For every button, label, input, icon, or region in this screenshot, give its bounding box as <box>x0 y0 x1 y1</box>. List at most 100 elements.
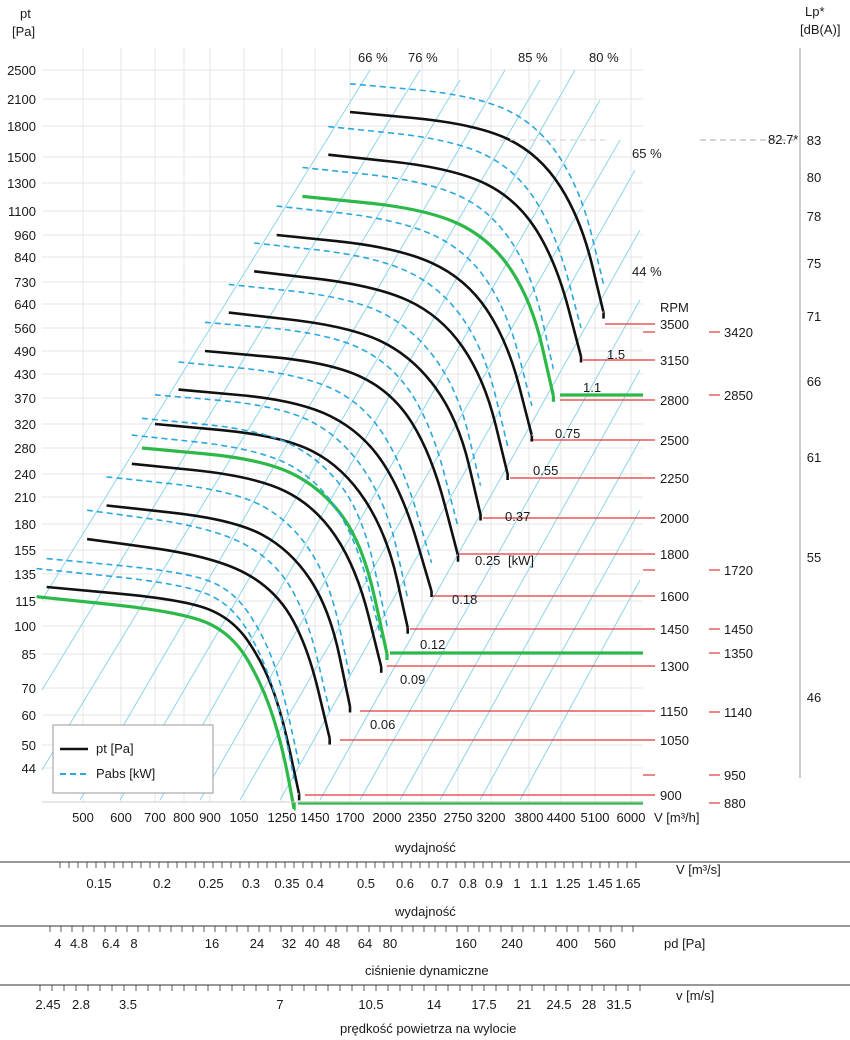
x-axis-flow-m3h-caption: wydajność <box>394 840 456 855</box>
rpm-right-label: 1450 <box>724 622 753 637</box>
x-axis-dynamic-pressure-unit: pd [Pa] <box>664 936 705 951</box>
left-tick-label: 210 <box>14 490 36 505</box>
x-tick-m3s: 0.8 <box>459 876 477 891</box>
efficiency-line <box>399 369 641 801</box>
left-tick-label: 1300 <box>7 176 36 191</box>
pabs-curve-3500 <box>349 83 605 286</box>
left-tick-label: 1500 <box>7 150 36 165</box>
power-unit: [kW] <box>508 553 534 568</box>
efficiency-line <box>41 79 461 771</box>
x-tick-pd: 80 <box>383 936 397 951</box>
x-tick-m3s: 0.4 <box>306 876 324 891</box>
left-tick-label: 85 <box>22 647 36 662</box>
power-label-0-12: 0.12 <box>420 637 445 652</box>
rpm-left-labels: 3500 3150 2800 2500 2250 2000 1800 1600 1450 1300… <box>660 317 689 803</box>
left-tick-label: 180 <box>14 517 36 532</box>
x-tick-pd: 64 <box>358 936 372 951</box>
left-axis-ticks: 2500 2100 1800 1500 1300 1100 960 840 730 640 560 4… <box>7 63 36 776</box>
legend-pt: pt [Pa] <box>96 741 134 756</box>
x-tick-m3s: 1.1 <box>530 876 548 891</box>
right-tick-label: 55 <box>807 550 821 565</box>
x-tick-pd: 32 <box>282 936 296 951</box>
x-tick-m3h: 6000 <box>617 810 646 825</box>
x-tick-velocity: 2.45 <box>35 997 60 1012</box>
efficiency-line <box>479 509 641 801</box>
x-tick-m3s: 1.25 <box>555 876 580 891</box>
power-label-1-5: 1.5 <box>607 347 625 362</box>
x-axis-flow-m3s-unit: V [m³/s] <box>676 862 721 877</box>
pt-curve-1050 <box>86 537 331 740</box>
x-axis-dynamic-pressure-ticks: 4 4.8 6.4 8 16 24 32 40 48 64 80 160 240 400 560 <box>49 926 634 951</box>
pt-curve-3500 <box>349 110 605 314</box>
x-axis-velocity-ticks: 2.45 2.8 3.5 7 10.5 14 17.5 21 24.5 28 31.5 <box>35 985 641 1012</box>
pabs-curve-880 <box>36 567 295 781</box>
left-tick-label: 840 <box>14 250 36 265</box>
right-tick-label: 71 <box>807 309 821 324</box>
x-axis-dynamic-pressure-caption: ciśnienie dynamiczne <box>365 963 489 978</box>
left-tick-label: 320 <box>14 417 36 432</box>
x-tick-m3s: 1.45 <box>587 876 612 891</box>
pabs-curve-3150 <box>328 125 582 329</box>
x-tick-m3s: 0.6 <box>396 876 414 891</box>
rpm-right-labels: 3420 2850 1720 1450 1350 1140 950 880 <box>709 325 753 811</box>
x-tick-pd: 4.8 <box>70 936 88 951</box>
x-tick-pd: 240 <box>501 936 523 951</box>
x-axis-flow-m3s-ticks: 0.15 0.2 0.25 0.3 0.35 0.4 0.5 0.6 0.7 0.8 0.9 1 1.1… <box>59 862 641 891</box>
rpm-left-label: 1450 <box>660 622 689 637</box>
right-tick-label: 66 <box>807 374 821 389</box>
pabs-curve-2800 <box>302 166 555 370</box>
pt-curve-2000 <box>228 311 482 516</box>
x-tick-velocity: 10.5 <box>358 997 383 1012</box>
pt-curve-2500 <box>276 233 534 437</box>
grid <box>42 48 643 802</box>
x-tick-pd: 16 <box>205 936 219 951</box>
x-tick-m3s: 0.25 <box>198 876 223 891</box>
rpm-left-label: 1150 <box>660 704 688 719</box>
pt-curve-1150 <box>106 504 352 708</box>
x-tick-m3h: 3800 <box>515 810 544 825</box>
x-tick-pd: 560 <box>594 936 616 951</box>
rpm-left-label: 1050 <box>660 733 689 748</box>
right-axis-unit: [dB(A)] <box>800 22 840 37</box>
pt-curve-880 <box>36 595 296 811</box>
pt-curve-2250 <box>253 270 509 476</box>
rpm-right-label: 1140 <box>724 705 752 720</box>
rpm-left-label: 2800 <box>660 393 689 408</box>
power-curves <box>36 83 605 781</box>
eff-label-44: 44 % <box>632 264 662 279</box>
efficiency-line <box>41 69 371 601</box>
left-tick-label: 44 <box>22 761 36 776</box>
rpm-left-label: 1600 <box>660 589 689 604</box>
left-tick-label: 240 <box>14 467 36 482</box>
pt-curve-2800 <box>302 194 555 397</box>
x-tick-pd: 160 <box>455 936 477 951</box>
left-tick-label: 1100 <box>8 204 36 219</box>
rpm-reference-lines <box>305 323 655 796</box>
x-axis-flow-m3h-ticks: 500 600 700 800 900 1050 1250 1450 1700 2000 2350 2… <box>72 810 645 825</box>
pabs-curve-1600 <box>178 361 433 564</box>
power-label-0-75: 0.75 <box>555 426 580 441</box>
x-tick-velocity: 31.5 <box>606 997 631 1012</box>
power-label-1-1: 1.1 <box>583 380 601 395</box>
left-tick-label: 960 <box>14 228 36 243</box>
x-tick-m3s: 0.35 <box>274 876 299 891</box>
x-axis-flow-m3s-caption: wydajność <box>394 904 456 919</box>
pabs-curve-1800 <box>204 321 459 528</box>
left-tick-label: 430 <box>14 367 36 382</box>
x-tick-m3h: 5100 <box>581 810 610 825</box>
x-tick-velocity: 14 <box>427 997 441 1012</box>
eff-label-85: 85 % <box>518 50 548 65</box>
pabs-curve-900 <box>46 557 300 766</box>
x-tick-velocity: 28 <box>582 997 596 1012</box>
x-tick-m3s: 0.3 <box>242 876 260 891</box>
left-tick-label: 490 <box>14 344 36 359</box>
power-label-0-09: 0.09 <box>400 672 425 687</box>
rpm-left-label: 2500 <box>660 433 689 448</box>
efficiency-line <box>239 139 621 801</box>
left-tick-label: 135 <box>14 567 36 582</box>
x-tick-pd: 6.4 <box>102 936 120 951</box>
x-tick-m3s: 0.15 <box>86 876 111 891</box>
left-tick-label: 60 <box>22 708 36 723</box>
left-tick-label: 370 <box>14 391 36 406</box>
